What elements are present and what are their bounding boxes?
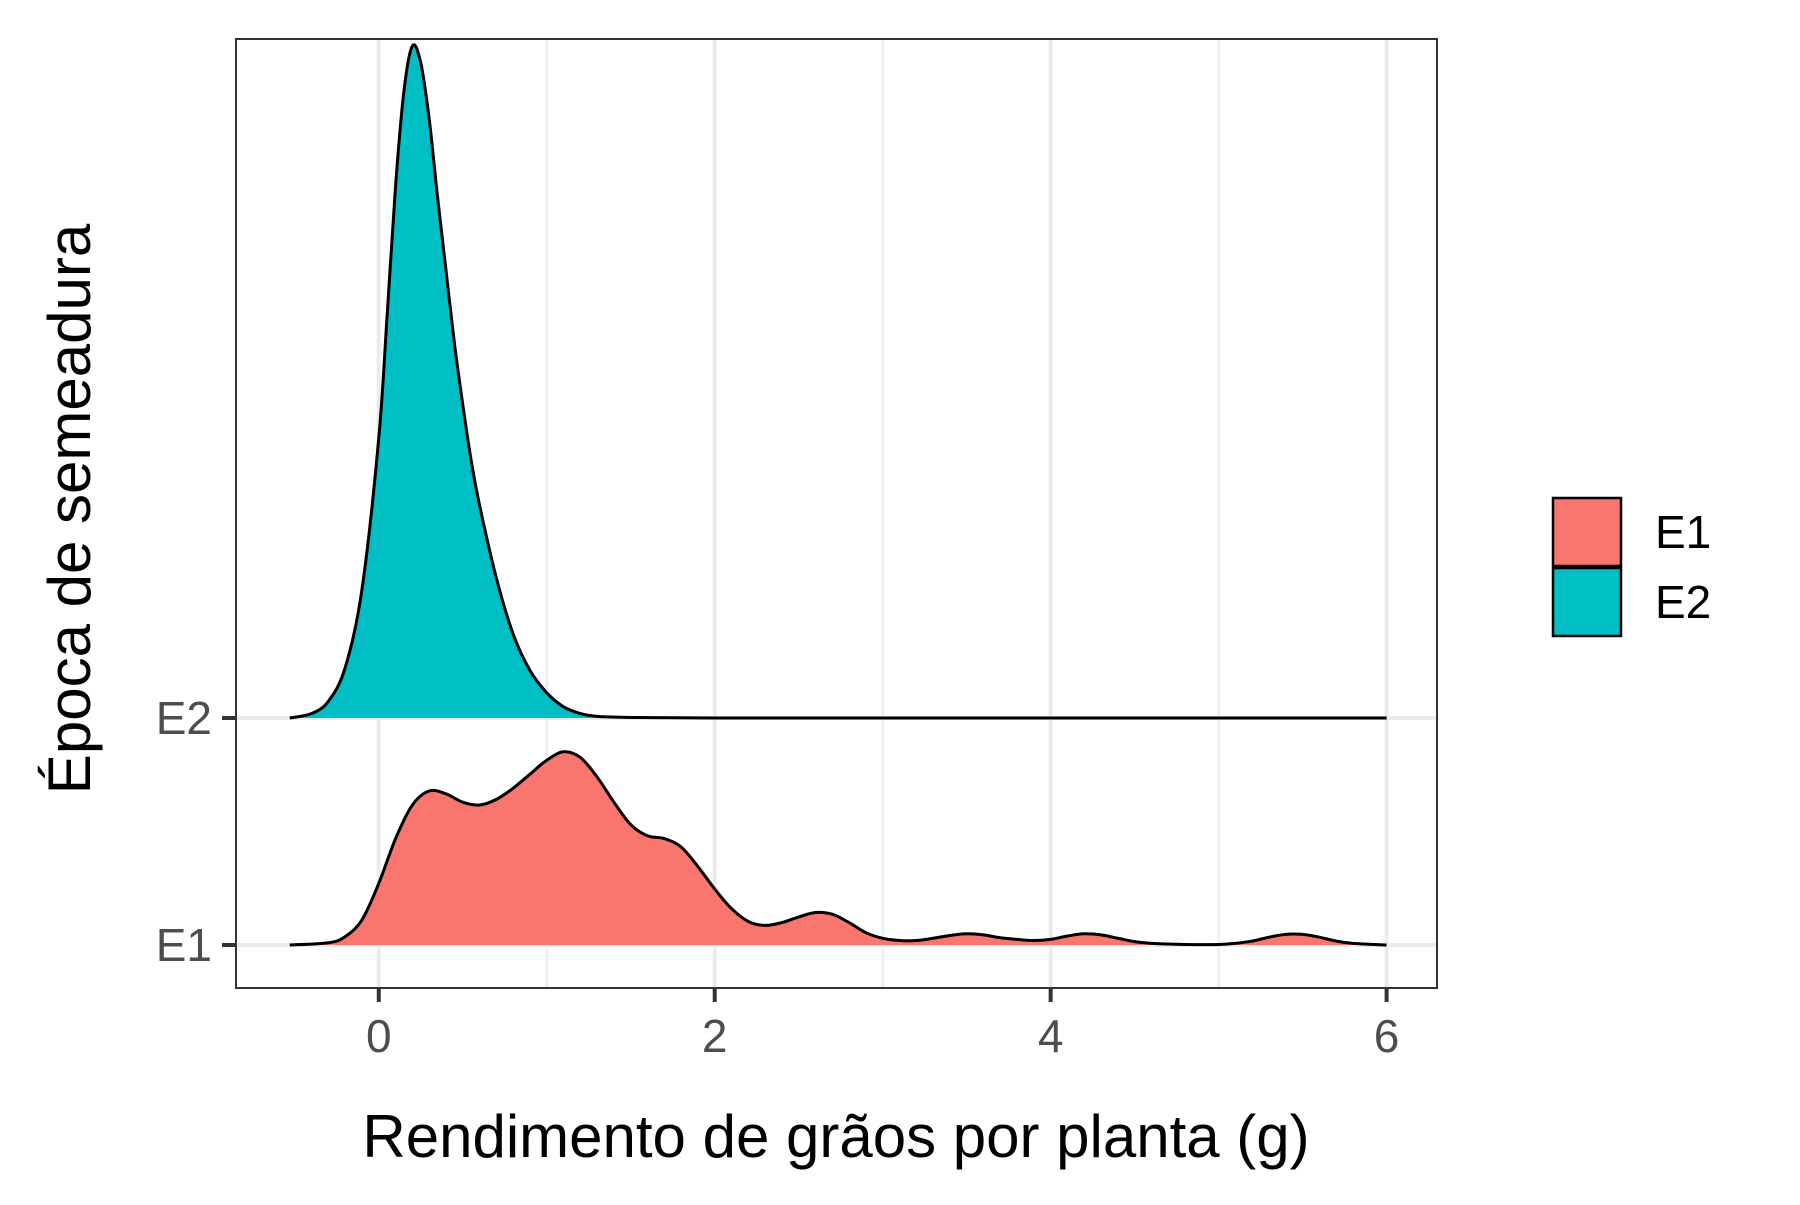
density-area-e1 xyxy=(289,751,1387,945)
x-axis-title: Rendimento de grãos por planta (g) xyxy=(362,1103,1309,1170)
y-axis-title: Época de semeadura xyxy=(36,223,103,794)
density-line-e2 xyxy=(289,43,1387,720)
legend-label-e1: E1 xyxy=(1655,506,1711,558)
x-tick-label: 0 xyxy=(366,1010,392,1062)
x-tick-label: 4 xyxy=(1038,1010,1064,1062)
series-layer xyxy=(289,43,1387,947)
x-tick-label: 6 xyxy=(1374,1010,1400,1062)
y-tick-label-e2: E2 xyxy=(156,692,212,744)
panel-border xyxy=(235,38,1438,989)
y-tick-label-e1: E1 xyxy=(156,919,212,971)
legend-key-e1 xyxy=(1551,496,1623,568)
axis-layer: 0 2 4 6 E1 E2 xyxy=(156,692,1400,1062)
x-tick-label: 2 xyxy=(702,1010,728,1062)
legend-key-e2 xyxy=(1551,566,1623,638)
density-line-e1 xyxy=(289,750,1387,947)
legend-label-e2: E2 xyxy=(1655,576,1711,628)
density-area-e2 xyxy=(289,44,1387,719)
